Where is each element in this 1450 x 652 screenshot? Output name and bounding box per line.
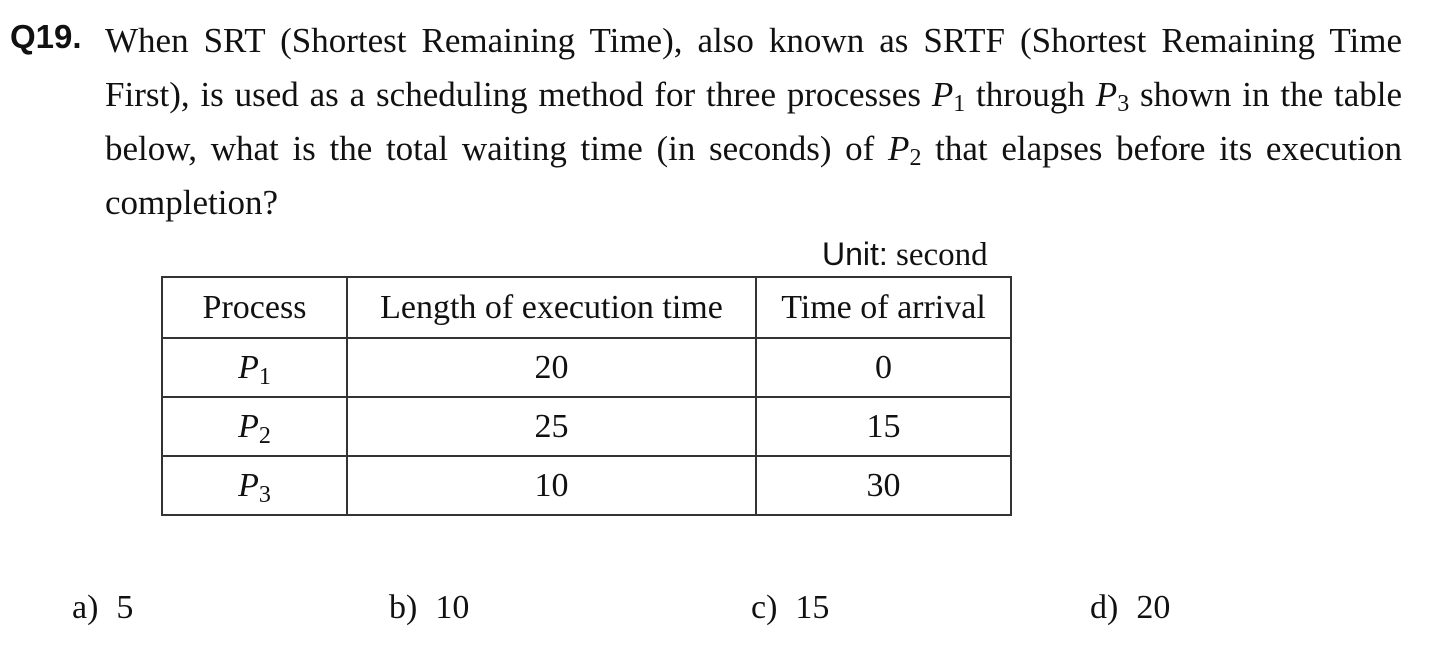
length-cell: 10 bbox=[346, 455, 757, 516]
option-value: 15 bbox=[795, 589, 830, 626]
arrival-cell: 15 bbox=[755, 396, 1012, 457]
table-row: P3 10 30 bbox=[161, 455, 1012, 516]
process-subscript: 1 bbox=[953, 91, 966, 117]
length-cell: 20 bbox=[346, 337, 757, 398]
process-cell: P3 bbox=[161, 455, 348, 516]
question-text-part: through bbox=[965, 75, 1096, 114]
option-letter: a) bbox=[72, 589, 99, 626]
question-text-part: When SRT (Shortest Remaining Time), also… bbox=[105, 21, 1402, 114]
answer-option-a[interactable]: a) 5 bbox=[72, 588, 133, 628]
process-symbol: P bbox=[888, 129, 910, 168]
process-subscript: 1 bbox=[258, 363, 271, 390]
process-subscript: 2 bbox=[258, 422, 271, 449]
question-text: When SRT (Shortest Remaining Time), also… bbox=[105, 14, 1402, 230]
answer-option-c[interactable]: c) 15 bbox=[751, 588, 829, 628]
process-subscript: 2 bbox=[909, 145, 922, 171]
table-header-row: Process Length of execution time Time of… bbox=[161, 276, 1012, 339]
process-symbol: P bbox=[238, 466, 259, 504]
column-header-length: Length of execution time bbox=[346, 276, 757, 339]
arrival-cell: 30 bbox=[755, 455, 1012, 516]
option-letter: c) bbox=[751, 589, 778, 626]
question-number: Q19. bbox=[10, 18, 82, 55]
length-cell: 25 bbox=[346, 396, 757, 457]
column-header-arrival: Time of arrival bbox=[755, 276, 1012, 339]
option-letter: b) bbox=[389, 589, 418, 626]
process-symbol: P bbox=[931, 75, 954, 114]
answer-option-b[interactable]: b) 10 bbox=[389, 588, 469, 628]
option-value: 10 bbox=[435, 589, 470, 626]
option-letter: d) bbox=[1090, 589, 1119, 626]
unit-label: Unit: bbox=[822, 236, 888, 272]
process-cell: P1 bbox=[161, 337, 348, 398]
answer-option-d[interactable]: d) 20 bbox=[1090, 588, 1170, 628]
unit-value: second bbox=[896, 237, 988, 273]
column-header-process: Process bbox=[161, 276, 348, 339]
arrival-cell: 0 bbox=[755, 337, 1012, 398]
table-row: P2 25 15 bbox=[161, 396, 1012, 457]
option-value: 5 bbox=[116, 589, 134, 626]
process-table: Process Length of execution time Time of… bbox=[161, 276, 1012, 516]
process-symbol: P bbox=[1095, 75, 1118, 114]
process-symbol: P bbox=[238, 348, 259, 386]
process-subscript: 3 bbox=[258, 481, 271, 508]
unit-note: Unit: second bbox=[822, 234, 988, 275]
process-cell: P2 bbox=[161, 396, 348, 457]
question-text-part: shown in the table below, what is the to… bbox=[105, 75, 1402, 168]
table-row: P1 20 0 bbox=[161, 337, 1012, 398]
process-subscript: 3 bbox=[1117, 91, 1130, 117]
process-symbol: P bbox=[238, 407, 259, 445]
option-value: 20 bbox=[1136, 589, 1171, 626]
question-text-part: that elapses before its execution comple… bbox=[105, 129, 1402, 222]
